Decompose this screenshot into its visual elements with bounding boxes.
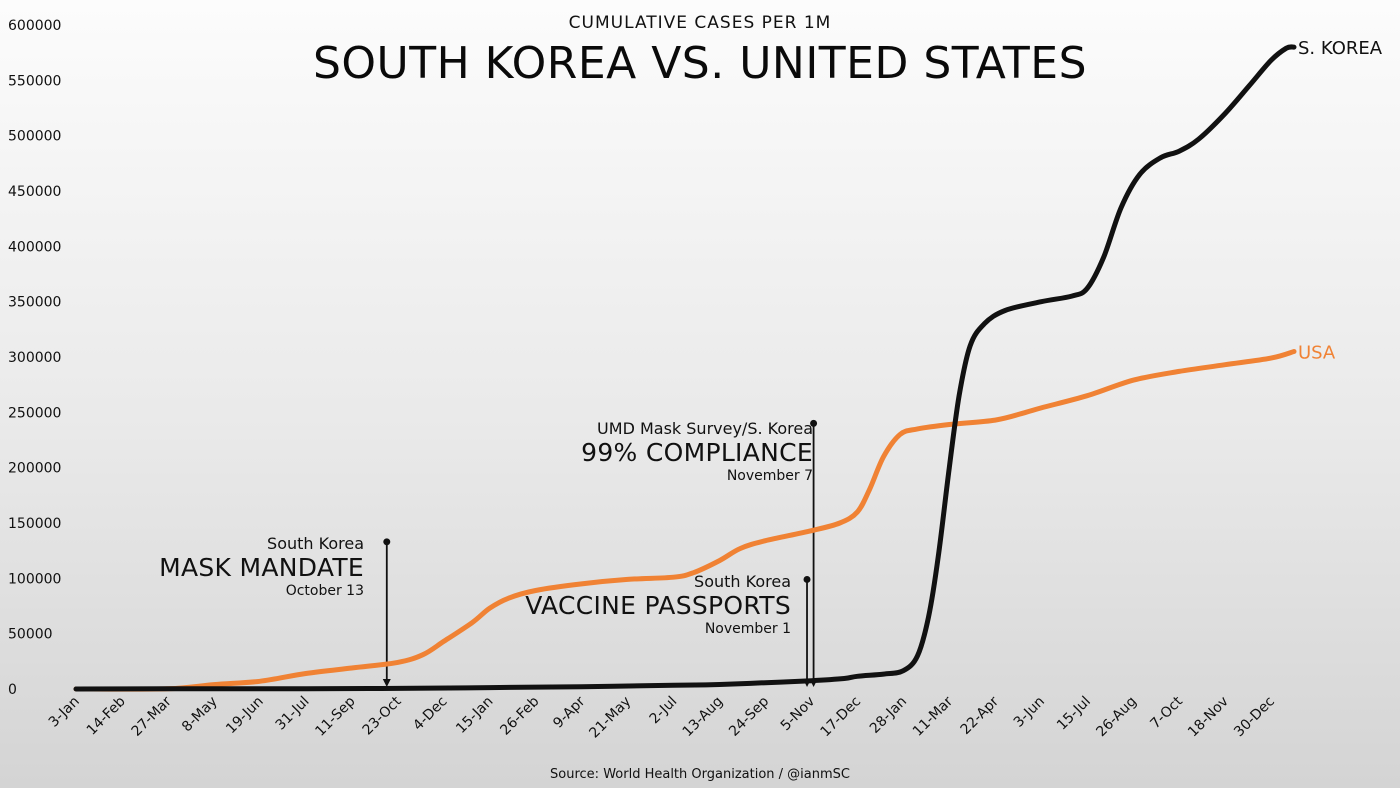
- x-tick-label: 18-Nov: [1185, 694, 1232, 741]
- mask-mandate-marker-dot: [383, 538, 391, 546]
- usa-series-label: USA: [1298, 342, 1336, 363]
- y-tick-label: 300000: [8, 350, 61, 366]
- x-tick-label: 7-Oct: [1147, 693, 1186, 732]
- annotation-mask-date: October 13: [285, 583, 364, 599]
- korea-series-line: [73, 44, 1297, 692]
- y-axis: 0 50000 100000 150000 200000 250000 300000 3500…: [8, 18, 61, 698]
- x-tick-label: 9-Apr: [550, 693, 588, 731]
- x-tick-label: 19-Jun: [223, 694, 267, 738]
- annotation-vaccine-country: South Korea: [694, 572, 791, 591]
- y-tick-label: 550000: [8, 73, 61, 89]
- korea-series-label: S. KOREA: [1298, 38, 1383, 59]
- annotation-vaccine-headline: VACCINE PASSPORTS: [525, 591, 791, 620]
- x-tick-label: 11-Sep: [312, 693, 358, 739]
- x-tick-label: 14-Feb: [84, 693, 129, 738]
- x-tick-label: 3-Jun: [1011, 694, 1048, 731]
- x-tick-label: 21-May: [586, 694, 634, 742]
- mask-mandate-marker-arrowhead: [382, 679, 391, 687]
- chart-subtitle: CUMULATIVE CASES PER 1M: [568, 13, 832, 33]
- y-tick-label: 600000: [8, 18, 61, 34]
- annotation-mask-mandate: South Korea MASK MANDATE October 13: [159, 534, 364, 599]
- x-tick-label: 4-Dec: [410, 694, 450, 734]
- y-tick-label: 500000: [8, 129, 61, 145]
- annotation-vaccine-date: November 1: [704, 621, 791, 637]
- x-tick-label: 2-Jul: [647, 694, 681, 728]
- series-end-labels: S. KOREA USA: [1298, 38, 1383, 363]
- x-tick-label: 3-Jan: [46, 694, 83, 731]
- annotation-vaccine-passports: South Korea VACCINE PASSPORTS November 1: [525, 572, 791, 637]
- y-tick-label: 150000: [8, 516, 61, 532]
- y-tick-label: 400000: [8, 239, 61, 255]
- x-tick-label: 23-Oct: [360, 693, 405, 738]
- x-tick-label: 26-Feb: [497, 693, 542, 738]
- x-tick-label: 27-Mar: [129, 693, 175, 739]
- y-tick-label: 350000: [8, 295, 61, 311]
- x-tick-label: 15-Jan: [453, 694, 496, 737]
- chart-title: SOUTH KOREA VS. UNITED STATES: [312, 38, 1088, 89]
- y-tick-label: 0: [8, 682, 17, 698]
- x-tick-label: 26-Aug: [1093, 694, 1140, 741]
- x-tick-label: 8-May: [179, 694, 221, 736]
- vaccine-passports-marker-dot: [803, 575, 811, 583]
- x-tick-label: 13-Aug: [680, 694, 727, 741]
- usa-series-line: [73, 349, 1297, 692]
- plot-area: [73, 44, 1297, 692]
- x-tick-label: 15-Jul: [1054, 694, 1094, 734]
- x-tick-label: 31-Jul: [273, 694, 313, 734]
- x-tick-label: 17-Dec: [818, 694, 865, 741]
- annotation-mask-country: South Korea: [267, 534, 364, 553]
- y-tick-label: 100000: [8, 571, 61, 587]
- y-tick-label: 50000: [8, 627, 53, 643]
- y-tick-label: 450000: [8, 184, 61, 200]
- x-tick-label: 22-Apr: [958, 693, 1003, 738]
- annotation-survey-date: November 7: [726, 468, 813, 484]
- mask-survey-marker-dot: [810, 419, 818, 427]
- source-note: Source: World Health Organization / @ian…: [550, 767, 850, 782]
- x-axis: 3-Jan 14-Feb 27-Mar 8-May 19-Jun 31-Jul 11-Sep…: [46, 693, 1278, 741]
- annotation-survey-headline: 99% COMPLIANCE: [581, 438, 813, 467]
- x-tick-label: 5-Nov: [778, 694, 819, 735]
- x-tick-label: 28-Jan: [867, 694, 910, 737]
- annotation-mask-headline: MASK MANDATE: [159, 553, 364, 582]
- x-tick-label: 24-Sep: [726, 693, 772, 739]
- y-tick-label: 200000: [8, 461, 61, 477]
- annotation-survey-source: UMD Mask Survey/S. Korea: [597, 419, 813, 438]
- x-tick-label: 11-Mar: [910, 693, 956, 739]
- y-tick-label: 250000: [8, 405, 61, 421]
- x-tick-label: 30-Dec: [1231, 694, 1278, 741]
- annotation-mask-survey: UMD Mask Survey/S. Korea 99% COMPLIANCE …: [581, 419, 813, 484]
